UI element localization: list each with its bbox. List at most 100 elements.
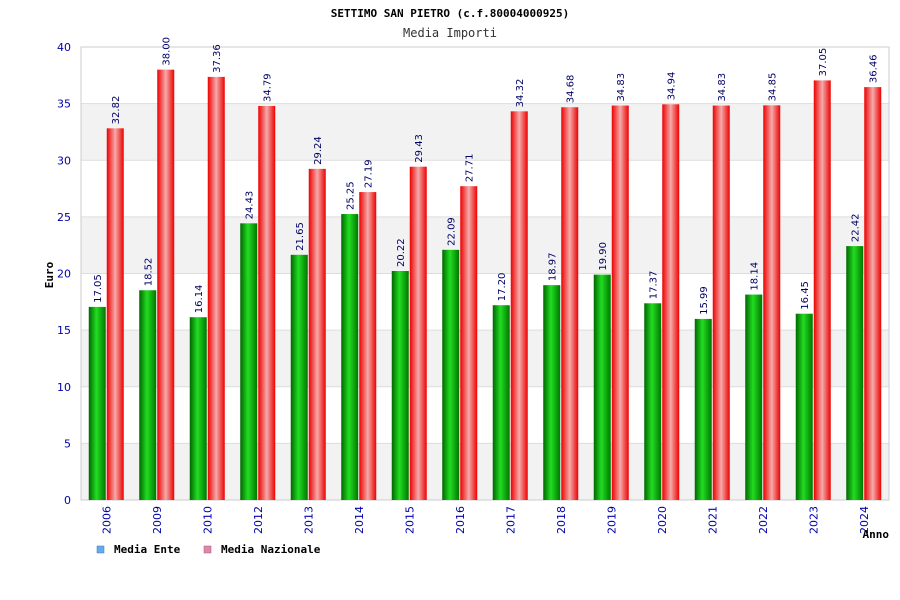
bar-media-ente — [240, 223, 258, 500]
value-label: 18.14 — [750, 262, 761, 291]
value-label: 24.43 — [245, 191, 256, 220]
value-label: 17.37 — [649, 271, 660, 300]
x-tick-label: 2024 — [858, 506, 871, 534]
legend-label-ente: Media Ente — [114, 543, 181, 556]
legend-swatch-ente — [96, 545, 105, 554]
value-label: 34.94 — [667, 72, 678, 101]
bar-media-ente — [593, 274, 611, 500]
y-tick-label: 15 — [57, 324, 71, 337]
bar-media-ente — [492, 305, 510, 500]
value-label: 16.14 — [194, 285, 205, 314]
plot-frame — [80, 46, 890, 501]
value-label: 29.43 — [414, 134, 425, 163]
legend-label-nazionale: Media Nazionale — [221, 543, 321, 556]
y-axis-title: Euro — [43, 261, 56, 288]
x-axis-title: Anno — [863, 528, 890, 541]
value-label: 20.22 — [396, 238, 407, 267]
value-label: 36.46 — [869, 54, 880, 83]
value-label: 18.52 — [144, 258, 155, 287]
x-tick-label: 2022 — [757, 506, 770, 534]
value-label: 17.20 — [497, 273, 508, 302]
y-tick-label: 35 — [57, 98, 71, 111]
chart-title: SETTIMO SAN PIETRO (c.f.80004000925) — [331, 7, 569, 20]
bar-media-nazionale — [813, 80, 831, 500]
bar-media-ente — [341, 214, 359, 500]
x-tick-label: 2014 — [353, 506, 366, 534]
value-label: 34.83 — [616, 73, 627, 102]
x-tick-label: 2013 — [302, 506, 315, 534]
y-tick-label: 0 — [64, 494, 71, 507]
bar-media-nazionale — [258, 106, 276, 501]
bar-media-nazionale — [157, 69, 175, 501]
bar-media-ente — [543, 285, 561, 500]
bar-media-nazionale — [611, 105, 629, 501]
chart-subtitle: Media Importi — [403, 26, 497, 40]
bars-group — [88, 69, 882, 501]
value-label: 38.00 — [162, 37, 173, 66]
value-label: 27.71 — [465, 154, 476, 183]
value-label: 17.05 — [93, 274, 104, 303]
value-label: 37.36 — [212, 44, 223, 73]
value-label: 15.99 — [699, 286, 710, 315]
y-tick-label: 40 — [57, 41, 71, 54]
value-label: 19.90 — [598, 242, 609, 271]
x-tick-label: 2019 — [605, 506, 618, 534]
value-label: 27.19 — [364, 159, 375, 188]
bar-media-ente — [189, 317, 207, 500]
x-tick-label: 2018 — [555, 506, 568, 534]
value-label: 34.79 — [263, 73, 274, 102]
bar-media-ente — [694, 318, 712, 500]
bar-media-nazionale — [207, 76, 225, 500]
y-tick-label: 20 — [57, 268, 71, 281]
value-label: 21.65 — [295, 222, 306, 251]
y-tick-label: 10 — [57, 381, 71, 394]
bar-media-ente — [139, 290, 157, 500]
x-tick-label: 2016 — [454, 506, 467, 534]
bar-media-ente — [391, 271, 409, 500]
x-tick-label: 2017 — [504, 506, 517, 534]
bar-media-nazionale — [561, 107, 579, 501]
bar-media-nazionale — [763, 105, 781, 500]
bar-media-nazionale — [510, 111, 528, 501]
legend: Media Ente Media Nazionale — [96, 543, 321, 556]
value-label: 34.85 — [768, 73, 779, 102]
bar-media-ente — [795, 313, 813, 500]
bar-media-ente — [644, 303, 662, 500]
value-label: 25.25 — [346, 181, 357, 210]
bar-media-nazionale — [460, 186, 478, 500]
bar-media-ente — [290, 254, 308, 500]
value-label: 34.32 — [515, 79, 526, 108]
value-label: 16.45 — [800, 281, 811, 310]
x-tick-label: 2009 — [151, 506, 164, 534]
value-label: 22.09 — [447, 217, 458, 246]
bar-media-ente — [846, 246, 864, 500]
bar-media-ente — [745, 294, 763, 500]
x-tick-label: 2012 — [252, 506, 265, 534]
value-label: 22.42 — [851, 213, 862, 242]
bar-media-nazionale — [409, 166, 427, 500]
y-tick-label: 5 — [64, 437, 71, 450]
bar-media-nazionale — [359, 192, 377, 501]
value-label: 18.97 — [548, 253, 559, 282]
bar-media-nazionale — [712, 105, 730, 501]
bar-media-nazionale — [864, 87, 882, 500]
y-tick-label: 25 — [57, 211, 71, 224]
x-tick-label: 2010 — [201, 506, 214, 534]
x-tick-label: 2015 — [403, 506, 416, 534]
bar-media-ente — [442, 249, 460, 500]
x-tick-label: 2006 — [100, 506, 113, 534]
bar-media-ente — [88, 306, 106, 500]
x-tick-label: 2020 — [656, 506, 669, 534]
bar-media-nazionale — [106, 128, 124, 500]
bar-media-nazionale — [662, 104, 680, 500]
value-label: 34.83 — [717, 73, 728, 102]
bar-media-nazionale — [308, 168, 326, 500]
y-axis-ticks: 0 5 10 15 20 25 30 35 40 — [57, 41, 71, 507]
y-tick-label: 30 — [57, 154, 71, 167]
value-label: 32.82 — [111, 96, 122, 125]
x-tick-label: 2023 — [807, 506, 820, 534]
value-label: 34.68 — [566, 75, 577, 104]
value-labels-group: 17.05 32.82 18.52 38.00 16.14 37.36 24.43 34.79… — [93, 37, 880, 315]
x-tick-label: 2021 — [706, 506, 719, 534]
